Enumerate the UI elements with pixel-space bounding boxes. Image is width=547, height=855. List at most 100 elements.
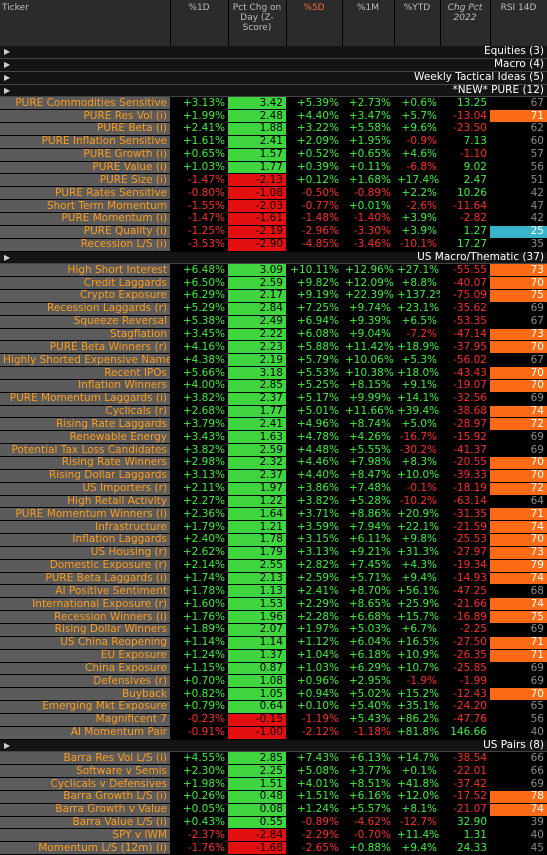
ticker-row[interactable]: Rising Dollar Laggards +3.13% 2.37 +4.40% +8…: [0, 469, 547, 483]
ticker-row[interactable]: PURE Growth (i) +0.65% 1.57 +0.52% +0.65% +4.…: [0, 148, 547, 162]
ticker-row[interactable]: PURE Momentum Winners (i) +2.36% 1.64 +3.71…: [0, 507, 547, 522]
ticker-row[interactable]: AI Momentum Pair -0.91% -1.00 -2.12% -1.18% +…: [0, 726, 547, 740]
metric-cell: 68: [490, 584, 547, 599]
metric-cell: -55.55: [440, 263, 490, 278]
ticker-row[interactable]: International Exposure (r) +1.60% 1.53 +2.2…: [0, 597, 547, 612]
metric-cell: +31.3%: [394, 546, 440, 560]
ticker-row[interactable]: Cyclicals v Defensives +1.98% 1.51 +4.01% +8…: [0, 777, 547, 791]
metric-cell: 35: [490, 238, 547, 252]
ticker-row[interactable]: Emerging Mkt Exposure +0.79% 0.64 +0.10% +5.…: [0, 700, 547, 714]
ticker-row[interactable]: Recession Winners (i) +1.76% 1.96 +2.28% +6.…: [0, 610, 547, 624]
section-row[interactable]: ▶ Equities (3): [0, 46, 547, 59]
ticker-row[interactable]: High Retail Activity +2.27% 1.22 +3.82% +5.2…: [0, 495, 547, 509]
ticker-row[interactable]: US China Reopening +1.14% 1.14 +1.12% +6.04%…: [0, 636, 547, 650]
metric-cell: +0.96%: [286, 674, 342, 689]
ticker-row[interactable]: PURE Beta Winners (r) +4.16% 2.23 +5.88% +11…: [0, 340, 547, 355]
ticker-row[interactable]: Defensives (r) +0.70% 1.08 +0.96% +2.95% -1.9…: [0, 674, 547, 689]
ticker-row[interactable]: Recession Laggards (r) +5.29% 2.84 +7.25% +9…: [0, 302, 547, 316]
ticker-row[interactable]: Rising Rate Laggards +3.79% 2.41 +4.96% +8.7…: [0, 417, 547, 432]
ticker-row[interactable]: US Importers (r) +2.11% 1.97 +3.86% +7.48% -0…: [0, 482, 547, 496]
section-row[interactable]: ▶ *NEW* PURE (12): [0, 84, 547, 98]
metric-cell: 69: [490, 662, 547, 676]
metric-cell: 2.85: [228, 379, 286, 393]
ticker-row[interactable]: US Housing (r) +2.62% 1.79 +3.13% +9.21% +31.…: [0, 546, 547, 560]
metric-cell: -37.42: [440, 777, 490, 791]
ticker-row[interactable]: Rising Rate Winners +2.98% 2.32 +4.46% +7.98…: [0, 456, 547, 470]
ticker-row[interactable]: PURE Res Vol (i) +1.99% 2.48 +4.40% +3.47% +5…: [0, 109, 547, 124]
metric-cell: +6.50%: [170, 276, 228, 291]
metric-cell: +1.15%: [170, 662, 228, 676]
metric-cell: +0.65%: [170, 148, 228, 162]
ticker-row[interactable]: Short Term Momentum -1.55% -2.03 -0.77% +0.0…: [0, 199, 547, 213]
ticker-row[interactable]: PURE Momentum (i) -1.47% -1.61 -1.48% -1.40%…: [0, 212, 547, 226]
ticker-row[interactable]: Renewable Energy +3.43% 1.63 +4.78% +4.26% -1…: [0, 430, 547, 445]
ticker-row[interactable]: Momentum L/S (12m) (i) -1.76% -1.68 -2.65% +…: [0, 841, 547, 855]
metric-cell: -26.35: [440, 649, 490, 663]
ticker-row[interactable]: PURE Quality (i) -1.25% -2.19 -2.96% -3.30% +…: [0, 225, 547, 239]
ticker-row[interactable]: Credit Laggards +6.50% 2.59 +9.82% +12.09% +8…: [0, 276, 547, 291]
metric-cell: 2.07: [228, 623, 286, 637]
ticker-row[interactable]: PURE Value (i) +1.03% 1.77 +0.39% +0.11% -6.8…: [0, 161, 547, 175]
metric-cell: -38.54: [440, 751, 490, 766]
metric-cell: -0.80%: [170, 186, 228, 201]
ticker-row[interactable]: SPY v IWM -2.37% -2.84 -2.29% -0.70% +11.4% 1.…: [0, 828, 547, 843]
metric-cell: -47.25: [440, 584, 490, 599]
section-label: Macro (4): [494, 58, 544, 71]
section-row[interactable]: ▶ Macro (4): [0, 58, 547, 72]
ticker-row[interactable]: AI Positive Sentiment +1.78% 1.13 +2.41% +8.…: [0, 584, 547, 599]
ticker-row[interactable]: Recession L/S (i) -3.53% -2.90 -4.85% -3.46%…: [0, 238, 547, 252]
ticker-row[interactable]: Rising Dollar Winners +1.89% 2.07 +1.97% +5.…: [0, 623, 547, 637]
metric-cell: 1.21: [228, 520, 286, 535]
metric-cell: +4.55%: [170, 751, 228, 766]
metric-cell: -1.61: [228, 212, 286, 226]
expand-arrow: ▶: [4, 47, 11, 56]
ticker-row[interactable]: Magnificent 7 -0.23% -0.15 -1.19% +5.43% +86.…: [0, 713, 547, 727]
ticker-row[interactable]: PURE Size (i) -1.47% -2.13 +0.12% +1.68% +17.…: [0, 173, 547, 188]
metric-cell: +8.86%: [342, 507, 394, 522]
ticker-row[interactable]: EU Exposure +1.24% 1.37 +1.04% +6.18% +10.9% -…: [0, 649, 547, 663]
ticker-name: Recession L/S (i): [0, 238, 170, 252]
ticker-row[interactable]: Inflation Winners +4.00% 2.85 +5.25% +8.15% +…: [0, 379, 547, 393]
metric-cell: +1.95%: [342, 135, 394, 149]
metric-cell: +8.1%: [394, 803, 440, 817]
section-row[interactable]: ▶ US Macro/Thematic (37): [0, 251, 547, 265]
ticker-row[interactable]: Cyclicals (r) +2.68% 1.77 +5.01% +11.66% +39.…: [0, 405, 547, 419]
ticker-row[interactable]: Software v Semis +2.30% 2.25 +5.08% +3.77% +0…: [0, 764, 547, 779]
ticker-row[interactable]: Domestic Exposure (r) +2.14% 2.55 +2.82% +7.…: [0, 559, 547, 573]
ticker-row[interactable]: Barra Res Vol L/S (i) +4.55% 2.85 +7.43% +6.…: [0, 751, 547, 766]
metric-cell: +39.4%: [394, 405, 440, 419]
metric-cell: +5.58%: [342, 122, 394, 136]
ticker-row[interactable]: Squeeze Reversal +5.38% 2.49 +6.94% +9.39% +6…: [0, 315, 547, 329]
ticker-row[interactable]: Inflation Laggards +2.40% 1.78 +3.15% +6.11%…: [0, 533, 547, 547]
metric-cell: 74: [490, 405, 547, 419]
metric-cell: +7.45%: [342, 559, 394, 573]
metric-cell: +2.28%: [286, 610, 342, 624]
ticker-row[interactable]: PURE Rates Sensitive -0.80% -1.08 -0.50% -0.…: [0, 186, 547, 201]
ticker-row[interactable]: Potential Tax Loss Candidates +3.82% 2.59 +…: [0, 443, 547, 457]
metric-cell: -2.82: [440, 212, 490, 226]
metric-cell: +9.74%: [342, 302, 394, 316]
ticker-row[interactable]: PURE Commodities Sensitive +3.13% 3.42 +5.3…: [0, 96, 547, 111]
ticker-row[interactable]: China Exposure +1.15% 0.87 +1.03% +6.29% +10.…: [0, 662, 547, 676]
section-row[interactable]: ▶ US Pairs (8): [0, 739, 547, 753]
ticker-row[interactable]: PURE Inflation Sensitive +1.61% 2.41 +2.09%…: [0, 135, 547, 149]
ticker-row[interactable]: Buyback +0.82% 1.05 +0.94% +5.02% +15.2% -12.4…: [0, 687, 547, 702]
metric-cell: +7.43%: [286, 751, 342, 766]
ticker-row[interactable]: Stagflation +3.45% 2.22 +6.08% +9.04% -7.2% -4…: [0, 328, 547, 342]
ticker-row[interactable]: Highly Shorted Expensive Name +4.38% 2.19 +…: [0, 353, 547, 368]
metric-cell: +2.36%: [170, 507, 228, 522]
ticker-row[interactable]: Crypto Exposure +6.29% 2.17 +9.19% +22.39% +1…: [0, 289, 547, 303]
metric-cell: +1.76%: [170, 610, 228, 624]
ticker-row[interactable]: High Short Interest +6.48% 3.09 +10.11% +12.…: [0, 263, 547, 278]
ticker-row[interactable]: Barra Value L/S (i) +0.43% 0.55 -0.89% -4.62…: [0, 816, 547, 830]
ticker-row[interactable]: Barra Growth L/S (i) +0.26% 0.48 +1.51% +6.1…: [0, 790, 547, 804]
ticker-row[interactable]: PURE Beta (i) +2.41% 1.88 +3.22% +5.58% +9.6%…: [0, 122, 547, 136]
section-label: Weekly Tactical Ideas (5): [414, 71, 544, 84]
ticker-row[interactable]: PURE Momentum Laggards (i) +3.82% 2.37 +5.1…: [0, 392, 547, 406]
ticker-row[interactable]: Barra Growth v Value +0.05% 0.08 +1.24% +5.5…: [0, 803, 547, 817]
metric-cell: -53.35: [440, 315, 490, 329]
ticker-row[interactable]: PURE Beta Laggards (i) +1.74% 2.13 +2.59% +5…: [0, 572, 547, 586]
ticker-row[interactable]: Infrastructure +1.79% 1.21 +3.59% +7.94% +22.…: [0, 520, 547, 535]
section-row[interactable]: ▶ Weekly Tactical Ideas (5): [0, 71, 547, 85]
ticker-row[interactable]: Recent IPOs +5.66% 3.18 +5.53% +10.38% +18.0%…: [0, 366, 547, 380]
